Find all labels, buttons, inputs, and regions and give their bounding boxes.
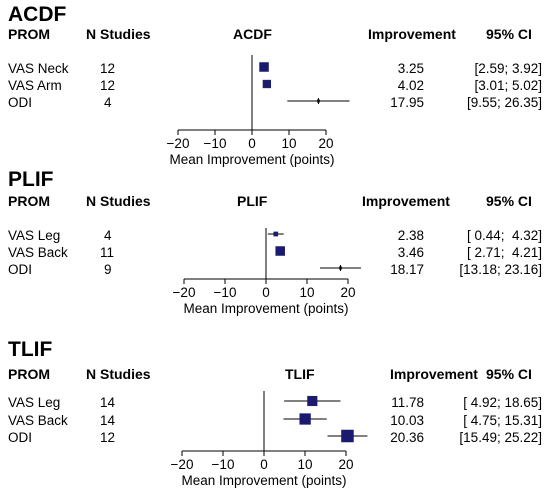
row-prom: VAS Arm	[8, 78, 62, 93]
row-improvement: 4.02	[397, 78, 424, 93]
row-n-studies: 11	[100, 245, 115, 260]
header-n-studies: N Studies	[86, 193, 151, 209]
x-tick-label: 20	[340, 285, 355, 300]
row-ci: [2.59; 3.92]	[474, 61, 542, 76]
row-n-studies: 14	[100, 395, 116, 410]
row-improvement: 10.03	[390, 413, 424, 428]
row-n-studies: 9	[104, 262, 112, 277]
row-n-studies: 12	[100, 430, 116, 445]
panel-title: PLIF	[8, 168, 54, 191]
row-ci: [ 2.71; 4.21]	[466, 245, 542, 260]
row-prom: VAS Back	[8, 245, 68, 260]
row-n-studies: 4	[104, 95, 112, 110]
x-tick-label: −10	[214, 285, 237, 300]
header-prom: PROM	[8, 366, 50, 382]
row-ci: [9.55; 26.35]	[466, 95, 542, 110]
x-tick-label: 20	[318, 136, 333, 151]
estimate-box	[262, 79, 272, 89]
estimate-box	[307, 395, 318, 407]
header-n-studies: N Studies	[86, 366, 151, 382]
row-improvement: 17.95	[390, 95, 424, 110]
row-ci: [13.18; 23.16]	[459, 262, 542, 277]
header-prom: PROM	[8, 193, 50, 209]
header-improvement: Improvement	[390, 366, 478, 382]
row-ci: [ 4.75; 15.31]	[463, 413, 542, 428]
estimate-box	[259, 62, 269, 72]
estimate-box	[275, 246, 285, 256]
row-prom: VAS Leg	[8, 228, 61, 243]
row-prom: VAS Back	[8, 413, 68, 428]
panel-title: ACDF	[8, 3, 67, 26]
row-improvement: 3.25	[397, 61, 424, 76]
x-tick-label: 10	[297, 457, 312, 472]
header-ci: 95% CI	[486, 366, 532, 382]
row-ci: [ 0.44; 4.32]	[466, 228, 542, 243]
row-prom: ODI	[8, 430, 33, 445]
x-tick-label: −20	[171, 457, 194, 472]
row-ci: [ 4.92; 18.65]	[463, 395, 542, 410]
header-plot-title: PLIF	[237, 193, 268, 209]
x-axis-title: Mean Improvement (points)	[169, 152, 334, 167]
estimate-box	[299, 413, 311, 425]
row-improvement: 20.36	[390, 430, 424, 445]
x-tick-label: 20	[338, 457, 353, 472]
row-improvement: 11.78	[391, 395, 424, 410]
row-prom: ODI	[8, 95, 33, 110]
row-ci: [3.01; 5.02]	[474, 78, 542, 93]
header-ci: 95% CI	[486, 193, 532, 209]
header-plot-title: TLIF	[285, 366, 315, 382]
x-tick-label: 0	[260, 457, 268, 472]
panel-title: TLIF	[8, 338, 53, 361]
x-tick-label: −10	[204, 136, 227, 151]
row-improvement: 2.38	[397, 228, 424, 243]
x-tick-label: 0	[248, 136, 256, 151]
row-n-studies: 12	[100, 78, 116, 93]
x-tick-label: 10	[299, 285, 314, 300]
header-prom: PROM	[8, 26, 50, 42]
x-tick-label: −20	[167, 136, 190, 151]
header-ci: 95% CI	[486, 26, 532, 42]
x-axis-title: Mean Improvement (points)	[183, 301, 348, 316]
row-n-studies: 4	[104, 228, 112, 243]
header-n-studies: N Studies	[86, 26, 151, 42]
header-improvement: Improvement	[362, 193, 450, 209]
row-n-studies: 12	[100, 61, 116, 76]
row-improvement: 3.46	[397, 245, 424, 260]
estimate-box	[341, 429, 354, 443]
x-axis-title: Mean Improvement (points)	[181, 473, 346, 488]
row-prom: VAS Neck	[8, 61, 69, 76]
header-improvement: Improvement	[368, 26, 456, 42]
x-tick-label: −20	[173, 285, 196, 300]
row-improvement: 18.17	[390, 262, 424, 277]
x-tick-label: 0	[262, 285, 270, 300]
estimate-box	[273, 231, 279, 237]
row-prom: VAS Leg	[8, 395, 61, 410]
forest-panel-plif: PLIF PROM N Studies PLIF Improvement 95%…	[0, 168, 550, 338]
row-ci: [15.49; 25.22]	[459, 430, 542, 445]
forest-panel-acdf: ACDF PROM N Studies ACDF Improvement 95%…	[0, 0, 550, 168]
forest-panel-tlif: TLIF PROM N Studies TLIF Improvement 95%…	[0, 338, 550, 503]
row-prom: ODI	[8, 262, 33, 277]
x-tick-label: −10	[212, 457, 235, 472]
header-plot-title: ACDF	[233, 26, 272, 42]
row-n-studies: 14	[100, 413, 116, 428]
x-tick-label: 10	[281, 136, 296, 151]
